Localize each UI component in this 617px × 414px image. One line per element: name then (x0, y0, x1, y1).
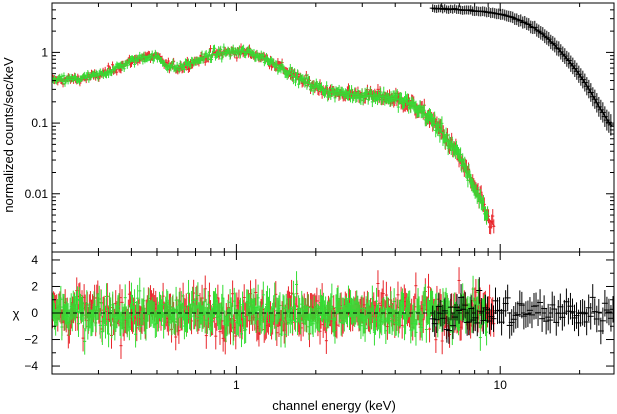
x-axis-label: channel energy (keV) (272, 398, 396, 413)
series-2-points (429, 4, 614, 136)
y-tick-label: −4 (24, 359, 38, 373)
x-tick-label: 10 (494, 378, 508, 392)
series-1-points (52, 43, 490, 225)
series-1-model-line (52, 51, 489, 219)
series-0-points (52, 43, 496, 235)
y-tick-label: 4 (31, 253, 38, 267)
y-tick-label: −2 (24, 333, 38, 347)
x-tick-label: 1 (233, 378, 240, 392)
y-tick-label: 0 (31, 306, 38, 320)
series-0-model-line (52, 51, 495, 227)
y-axis-label-spectrum: normalized counts/sec/keV (1, 57, 16, 213)
spectrum-data (52, 4, 614, 235)
residuals-data (52, 267, 614, 359)
residual-series-2-points (429, 277, 614, 345)
spectrum-panel: 0.01 0.1 1 (25, 2, 615, 253)
series-2-model-line (431, 7, 613, 127)
y-axis-label-residuals: χ (13, 306, 20, 321)
y-tick-label: 0.1 (31, 116, 48, 130)
y-tick-label: 0.01 (25, 187, 49, 201)
spectrum-frame (51, 2, 615, 253)
y-tick-label: 2 (31, 279, 38, 293)
residual-series-1-points (52, 271, 490, 355)
y-tick-label: 1 (41, 45, 48, 59)
residuals-panel: 1 10 −4 −2 0 2 4 (24, 251, 615, 392)
